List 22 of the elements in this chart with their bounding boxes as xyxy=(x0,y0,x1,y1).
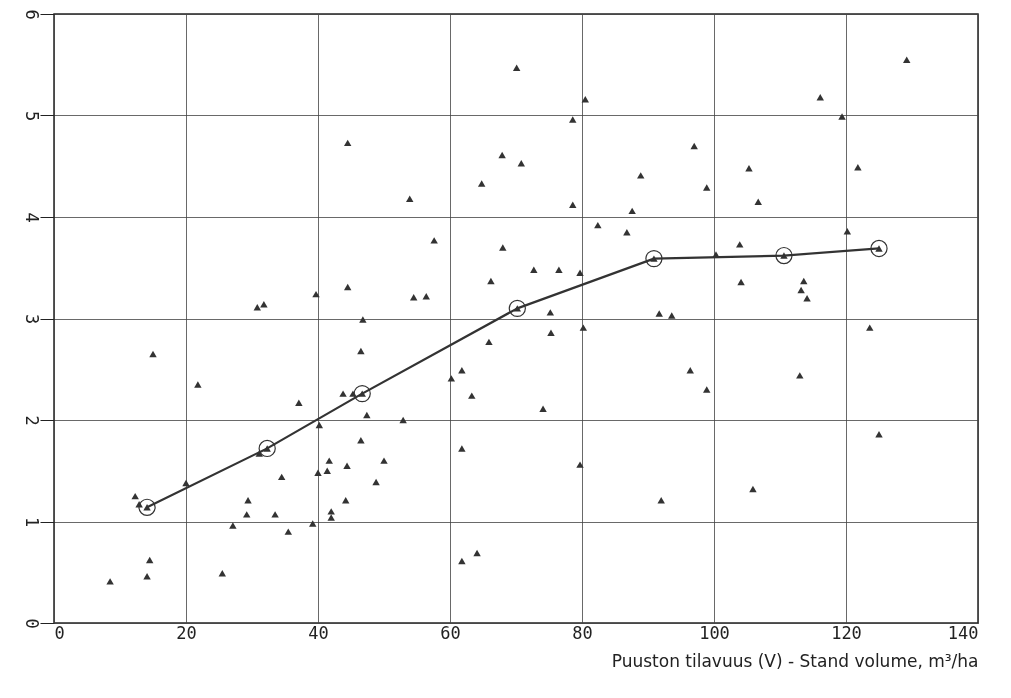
y-tick-label: 6 xyxy=(21,9,42,20)
point xyxy=(353,384,371,403)
point xyxy=(258,439,276,458)
x-tick-label: 120 xyxy=(831,622,862,643)
point xyxy=(645,249,663,268)
y-tick-label: 4 xyxy=(21,212,42,223)
y-tick-label: 2 xyxy=(21,415,42,426)
x-axis-title: Puuston tilavuus (V) - Stand volume, m³/ha xyxy=(611,650,979,671)
point xyxy=(775,246,793,265)
x-tick-label: 80 xyxy=(572,622,593,643)
y-tick-label: 5 xyxy=(21,110,42,122)
x-tick-label: 20 xyxy=(176,622,197,643)
point xyxy=(138,498,156,516)
y-tick-label: 3 xyxy=(21,313,42,325)
x-tick-label: 0 xyxy=(54,622,65,643)
x-tick-label: 100 xyxy=(699,622,730,643)
x-tick-label: 60 xyxy=(440,622,461,643)
point xyxy=(508,299,526,317)
y-tick-label: 1 xyxy=(21,516,42,528)
x-tick-label: 40 xyxy=(308,622,329,643)
point xyxy=(870,239,888,258)
x-tick-label: 140 xyxy=(947,622,979,643)
